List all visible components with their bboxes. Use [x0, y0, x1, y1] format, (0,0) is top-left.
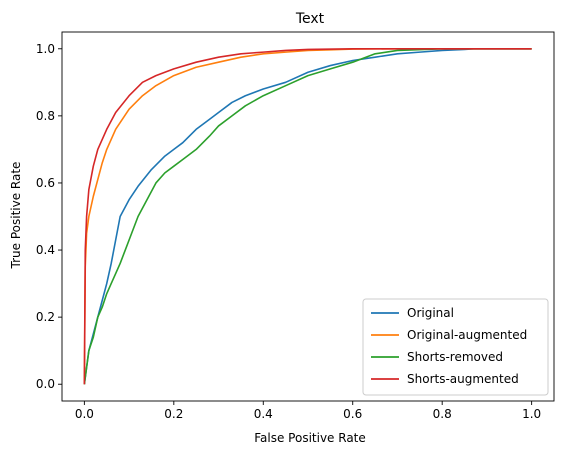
- series-line-4: [83, 47, 532, 385]
- y-tick-label: 0.2: [36, 310, 55, 324]
- y-tick-label: 0.6: [36, 176, 55, 190]
- y-axis-label: True Positive Rate: [9, 162, 23, 270]
- series-line-3: [83, 47, 532, 385]
- x-tick-label: 0.2: [164, 407, 183, 421]
- x-tick-label: 0.8: [433, 407, 452, 421]
- y-tick-label: 1.0: [36, 42, 55, 56]
- legend-entry-label: Original-augmented: [407, 328, 527, 342]
- legend-entry-label: Shorts-augmented: [407, 372, 519, 386]
- legend-entry-label: Shorts-removed: [407, 350, 503, 364]
- x-tick-label: 0.0: [75, 407, 94, 421]
- x-tick-label: 0.4: [254, 407, 273, 421]
- x-axis: 0.0 0.2 0.4 0.6 0.8 1.0: [75, 401, 541, 421]
- plot-area: [61, 31, 555, 402]
- x-tick-label: 0.6: [343, 407, 362, 421]
- x-axis-label: False Positive Rate: [254, 431, 366, 445]
- legend-box: [362, 298, 549, 396]
- y-axis: 0.0 0.2 0.4 0.6 0.8 1.0: [36, 42, 62, 391]
- legend-entry-label: Original: [407, 306, 454, 320]
- plot-frame: [61, 31, 555, 402]
- legend: Original Original-augmented Shorts-removed…: [362, 298, 549, 396]
- series-line-1: [83, 47, 532, 385]
- chart-title: Text: [295, 11, 325, 27]
- y-tick-label: 0.0: [36, 377, 55, 391]
- x-tick-label: 1.0: [522, 407, 541, 421]
- y-tick-label: 0.4: [36, 243, 55, 257]
- y-tick-label: 0.8: [36, 109, 55, 123]
